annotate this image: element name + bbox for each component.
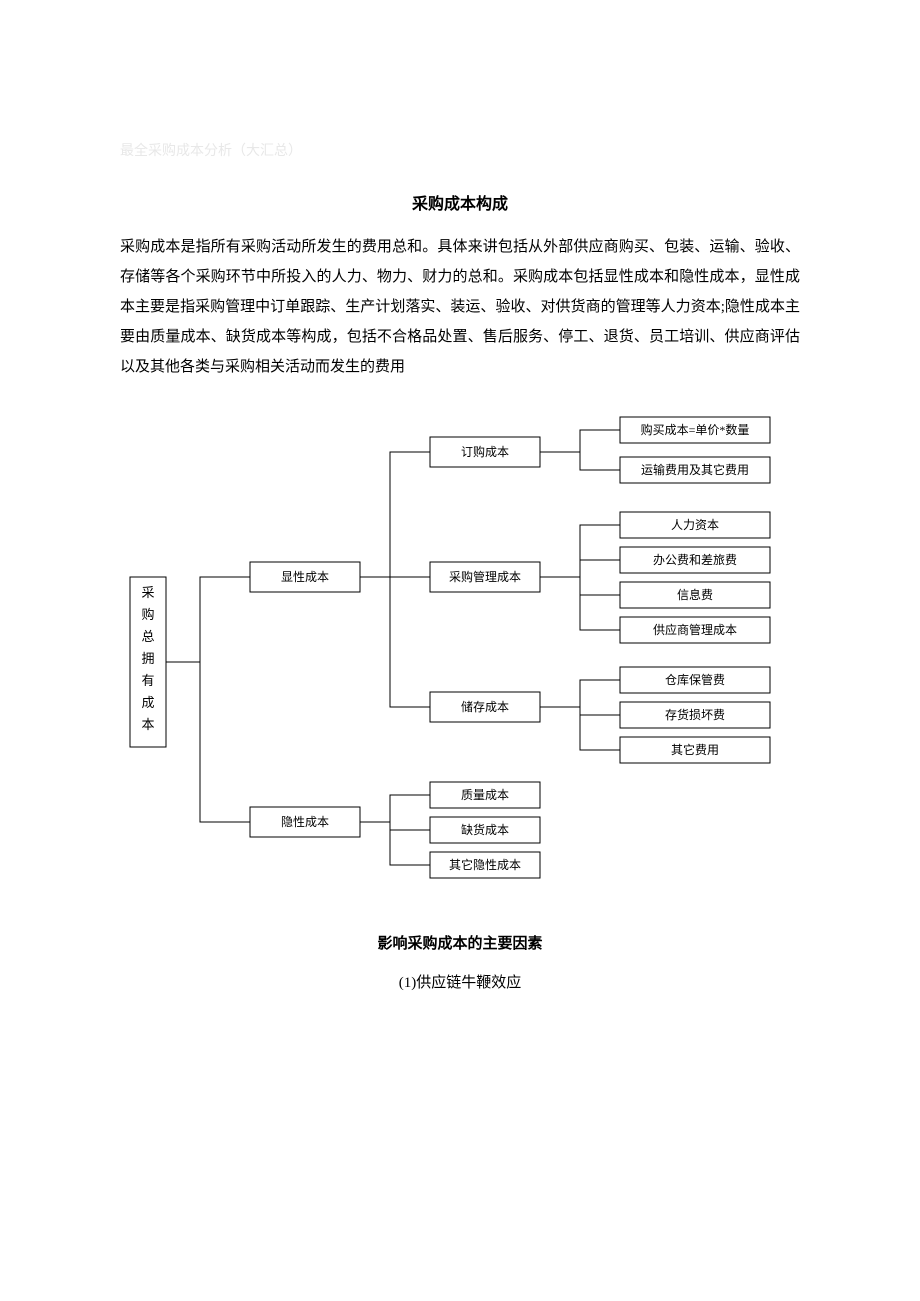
conn-storage-leaf2 bbox=[580, 707, 620, 715]
section-title-1: 采购成本构成 bbox=[120, 190, 800, 214]
order-cost-label: 订购成本 bbox=[461, 444, 509, 459]
leaf-damage-cost-label: 存货损坏费 bbox=[665, 707, 725, 722]
conn-root-explicit bbox=[166, 577, 250, 662]
root-label-char5: 有 bbox=[141, 673, 154, 688]
root-label-char7: 本 bbox=[141, 717, 154, 732]
watermark-text: 最全采购成本分析（大汇总） bbox=[120, 140, 800, 160]
quality-cost-label: 质量成本 bbox=[461, 788, 509, 802]
root-label-char1: 采 bbox=[141, 585, 154, 600]
storage-cost-label: 储存成本 bbox=[461, 699, 509, 714]
leaf-transport-cost-label: 运输费用及其它费用 bbox=[641, 462, 749, 477]
conn-imp-quality bbox=[360, 795, 430, 822]
conn-mgmt-leaf1 bbox=[540, 525, 620, 577]
factor-item-1: (1)供应链牛鞭效应 bbox=[120, 971, 800, 992]
leaf-info-cost-label: 信息费 bbox=[677, 587, 713, 602]
other-implicit-cost-label: 其它隐性成本 bbox=[449, 857, 521, 872]
cost-tree-diagram: 采 购 总 拥 有 成 本 显性成本 隐性成本 订购成本 采购管理成本 bbox=[120, 407, 800, 902]
conn-exp-order bbox=[360, 452, 430, 577]
explicit-cost-label: 显性成本 bbox=[281, 570, 329, 584]
leaf-office-cost-label: 办公费和差旅费 bbox=[653, 552, 737, 567]
conn-exp-storage bbox=[390, 577, 430, 707]
conn-order-leaf2 bbox=[580, 452, 620, 470]
shortage-cost-label: 缺货成本 bbox=[461, 822, 509, 837]
leaf-buy-cost-label: 购买成本=单价*数量 bbox=[641, 422, 750, 437]
conn-imp-shortage bbox=[390, 822, 430, 830]
implicit-cost-label: 隐性成本 bbox=[281, 815, 329, 829]
tree-svg: 采 购 总 拥 有 成 本 显性成本 隐性成本 订购成本 采购管理成本 bbox=[120, 407, 820, 897]
conn-mgmt-leaf4 bbox=[580, 595, 620, 630]
conn-storage-leaf1 bbox=[540, 680, 620, 707]
leaf-other-storage-cost-label: 其它费用 bbox=[671, 742, 719, 757]
conn-storage-leaf3 bbox=[580, 715, 620, 750]
mgmt-cost-label: 采购管理成本 bbox=[449, 569, 521, 584]
body-paragraph: 采购成本是指所有采购活动所发生的费用总和。具体来讲包括从外部供应商购买、包装、运… bbox=[120, 232, 800, 382]
section-title-2: 影响采购成本的主要因素 bbox=[120, 932, 800, 953]
conn-mgmt-leaf3 bbox=[580, 577, 620, 595]
leaf-warehouse-cost-label: 仓库保管费 bbox=[665, 672, 725, 687]
conn-root-implicit bbox=[200, 662, 250, 822]
leaf-hr-cost-label: 人力资本 bbox=[671, 518, 719, 532]
root-label-char4: 拥 bbox=[141, 651, 154, 666]
root-label-char6: 成 bbox=[141, 695, 154, 710]
root-label-char2: 购 bbox=[141, 607, 154, 622]
conn-imp-other bbox=[390, 830, 430, 865]
leaf-supplier-cost-label: 供应商管理成本 bbox=[653, 622, 737, 637]
root-label-char3: 总 bbox=[141, 629, 154, 644]
document-page: 最全采购成本分析（大汇总） 采购成本构成 采购成本是指所有采购活动所发生的费用总… bbox=[0, 0, 920, 1062]
conn-order-leaf1 bbox=[540, 430, 620, 452]
